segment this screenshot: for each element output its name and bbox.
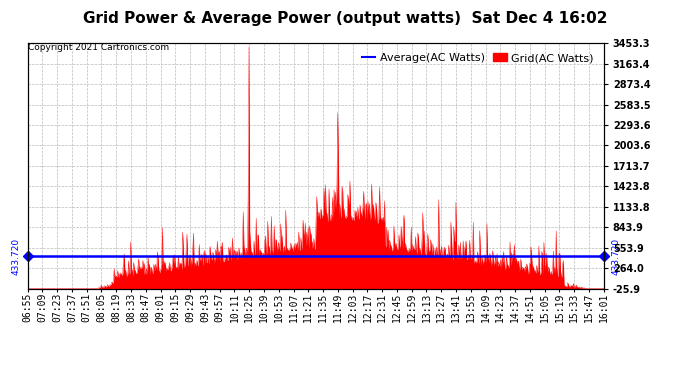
Text: Copyright 2021 Cartronics.com: Copyright 2021 Cartronics.com	[28, 43, 169, 52]
Text: 433.720: 433.720	[11, 238, 20, 275]
Text: Grid Power & Average Power (output watts)  Sat Dec 4 16:02: Grid Power & Average Power (output watts…	[83, 11, 607, 26]
Text: 433.720: 433.720	[611, 238, 620, 275]
Legend: Average(AC Watts), Grid(AC Watts): Average(AC Watts), Grid(AC Watts)	[357, 49, 598, 68]
